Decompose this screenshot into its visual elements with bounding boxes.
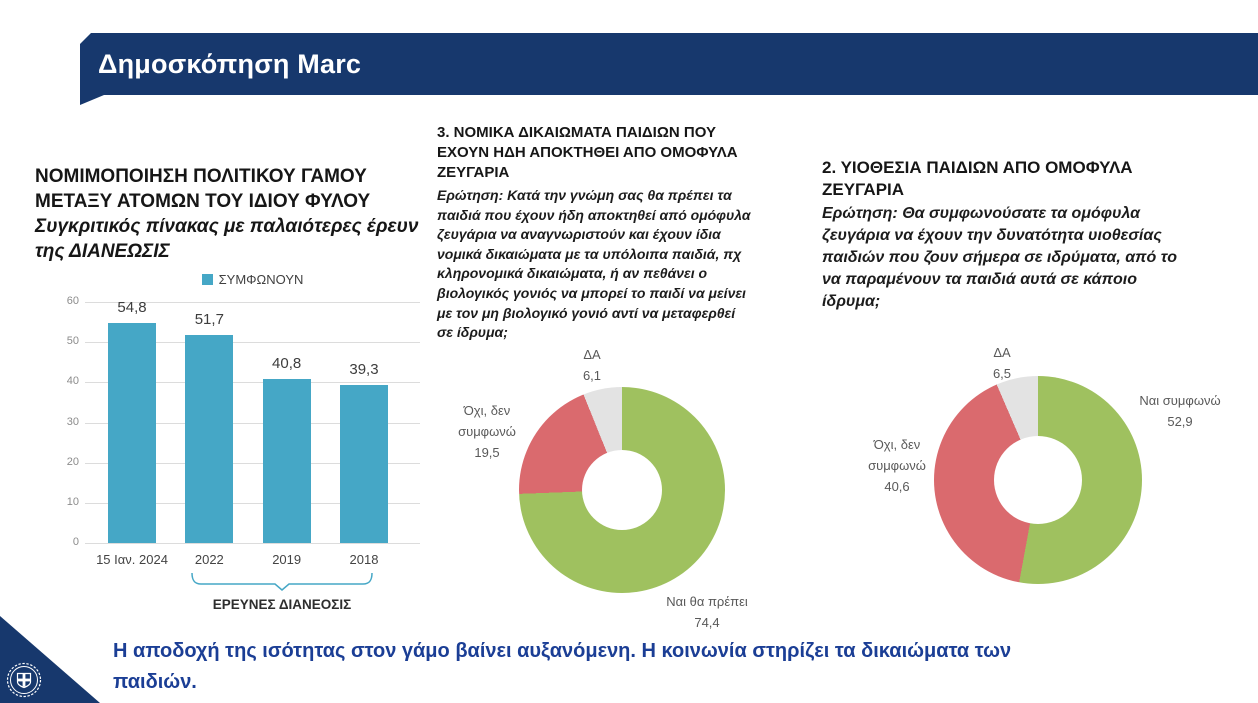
section3-question: Ερώτηση: Κατά την γνώμη σας θα πρέπει τα… (437, 187, 751, 341)
section3-title: 3. ΝΟΜΙΚΑ ΔΙΚΑΙΩΜΑΤΑ ΠΑΙΔΙΩΝ ΠΟΥ ΕΧΟΥΝ Η… (437, 124, 738, 181)
y-axis-tick-label: 20 (66, 455, 79, 468)
greek-government-emblem-icon (6, 662, 42, 698)
bar-chart-plot-area: 60 50 40 30 20 10 0 54,8 15 Ιαν. 2024 51,7 2022 40,… (67, 295, 420, 567)
legend-swatch-icon (201, 274, 213, 285)
section2-question: Ερώτηση: Θα συμφωνούσατε τα ομόφυλα ζευγ… (822, 205, 1178, 310)
bar-value-label: 51,7 (194, 311, 224, 329)
donut-chart-adoption (934, 376, 1142, 584)
header-ribbon: Δημοσκόπηση Marc (80, 33, 1258, 95)
dianeosis-bracket (191, 572, 373, 591)
y-axis-tick-label: 10 (66, 495, 79, 508)
x-axis-category-label: 15 Ιαν. 2024 (96, 552, 168, 567)
bar (262, 379, 311, 543)
gridline (85, 342, 420, 344)
section2-title: 2. ΥΙΟΘΕΣΙΑ ΠΑΙΔΙΩΝ ΑΠΟ ΟΜΟΦΥΛΑ ΖΕΥΓΑΡΙΑ (822, 158, 1133, 199)
donut2-label-yes: Ναι συμφωνώ 52,9 (1139, 393, 1221, 429)
y-axis-tick-label: 30 (66, 415, 79, 428)
bar (339, 385, 388, 543)
donut1-label-no: Όχι, δεν συμφωνώ 19,5 (458, 403, 516, 460)
bar-value-label: 39,3 (349, 361, 379, 379)
page-title: Δημοσκόπηση Marc (98, 48, 362, 79)
bar-chart-subtitle: Συγκριτικός πίνακας με παλαιότερες έρευν… (35, 216, 419, 262)
gridline (85, 422, 420, 424)
gridline (85, 382, 420, 384)
bar-value-label: 54,8 (117, 298, 147, 316)
summary-text: Η αποδοχή της ισότητας στον γάμο βαίνει … (113, 640, 1012, 693)
gridline (85, 543, 420, 544)
bar (185, 335, 234, 543)
bar (108, 322, 156, 543)
donut2-label-da: ΔΑ 6,5 (992, 345, 1012, 381)
x-axis-category-label: 2019 (272, 552, 302, 567)
bar-chart-title: ΝΟΜΙΜΟΠΟΙΗΣΗ ΠΟΛΙΤΙΚΟΥ ΓΑΜΟΥ ΜΕΤΑΞΥ ΑΤΟΜ… (35, 166, 371, 212)
donut-chart-legal-rights (519, 387, 725, 593)
y-axis-tick-label: 50 (66, 335, 79, 348)
donut-hole (582, 450, 662, 530)
y-axis-tick-label: 0 (72, 536, 79, 548)
donut2-label-no: Όχι, δεν συμφωνώ 40,6 (868, 437, 926, 494)
bar-chart-legend: ΣΥΜΦΩΝΟΥΝ (85, 272, 420, 287)
gridline (85, 502, 420, 504)
donut1-label-yes: Ναι θα πρέπει 74,4 (666, 594, 748, 630)
gridline (85, 302, 420, 303)
x-axis-category-label: 2022 (194, 552, 224, 567)
donut-hole (994, 436, 1082, 524)
header-ribbon-fold (80, 95, 104, 105)
gridline (85, 462, 420, 464)
x-axis-category-label: 2018 (349, 552, 379, 567)
y-axis-tick-label: 40 (66, 375, 79, 388)
bracket-label: ΕΡΕΥΝΕΣ ΔΙΑΝΕΟΣΙΣ (212, 597, 352, 612)
bar-value-label: 40,8 (272, 355, 302, 373)
y-axis-tick-label: 60 (66, 295, 79, 307)
donut1-label-da: ΔΑ 6,1 (582, 347, 602, 383)
legend-label: ΣΥΜΦΩΝΟΥΝ (218, 272, 304, 287)
bar-chart: ΣΥΜΦΩΝΟΥΝ 60 50 40 30 20 10 0 54,8 15 Ιαν. 2024 5… (45, 270, 425, 630)
